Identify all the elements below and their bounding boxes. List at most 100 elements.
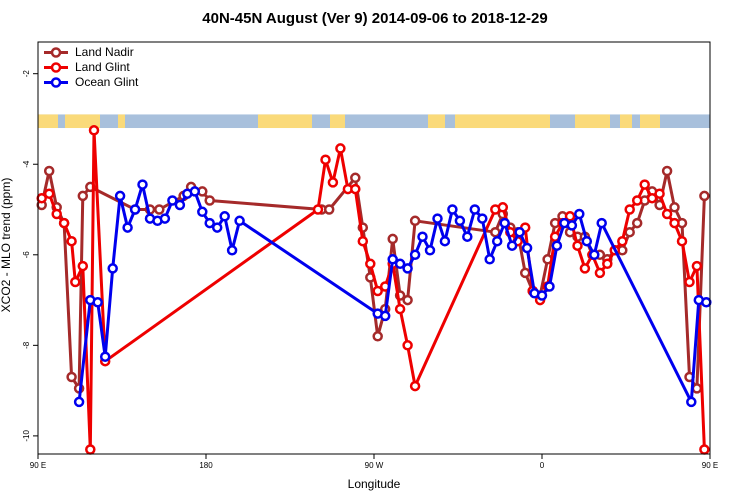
data-point-land-nadir	[372, 331, 383, 342]
data-point-land-glint	[394, 303, 406, 315]
x-tick-label: 90 E	[30, 461, 46, 470]
data-point-ocean-glint	[589, 249, 600, 261]
data-point-land-glint	[631, 195, 643, 206]
data-point-land-nadir	[519, 267, 531, 279]
series-land-glint	[36, 125, 710, 455]
data-point-ocean-glint	[73, 396, 85, 408]
data-point-land-glint	[402, 340, 413, 351]
y-tick-label: -10	[22, 430, 31, 442]
data-point-ocean-glint	[544, 281, 555, 292]
band-land-segment	[118, 114, 125, 129]
data-point-ocean-glint	[234, 215, 245, 227]
data-point-land-nadir	[154, 204, 165, 215]
data-point-ocean-glint	[122, 222, 133, 233]
data-point-ocean-glint	[596, 217, 607, 229]
data-point-ocean-glint	[92, 297, 103, 308]
data-point-ocean-glint	[219, 211, 230, 222]
y-axis-ticks: -2 -4 -6 -8 -10	[22, 70, 38, 442]
data-point-ocean-glint	[447, 204, 458, 215]
data-point-land-nadir	[699, 190, 710, 202]
band-land-segment	[65, 114, 100, 129]
data-point-ocean-glint	[439, 235, 451, 247]
data-point-land-glint	[88, 125, 100, 136]
data-point-ocean-glint	[424, 245, 436, 256]
data-point-ocean-glint	[536, 290, 548, 301]
data-point-ocean-glint	[417, 231, 428, 242]
data-point-land-glint	[691, 260, 703, 272]
data-point-land-nadir	[402, 294, 413, 306]
data-point-land-glint	[594, 267, 606, 279]
x-tick-label: 90 E	[702, 461, 718, 470]
data-point-land-nadir	[43, 165, 55, 177]
data-point-ocean-glint	[566, 220, 578, 231]
data-point-land-glint	[66, 235, 77, 247]
data-point-land-nadir	[350, 172, 361, 184]
band-land-segment	[640, 114, 660, 129]
data-point-land-nadir	[624, 226, 635, 238]
land-ocean-band	[38, 114, 710, 129]
data-point-land-glint	[669, 217, 680, 229]
plot-frame	[37, 41, 711, 455]
band-land-segment	[330, 114, 345, 129]
data-point-ocean-glint	[514, 226, 525, 238]
data-point-land-glint	[335, 143, 346, 154]
y-tick-label: -2	[22, 70, 31, 78]
data-point-ocean-glint	[491, 235, 503, 247]
y-axis-label: XCO2 - MLO trend (ppm)	[0, 177, 13, 313]
data-point-land-glint	[70, 276, 81, 288]
data-point-land-nadir	[204, 195, 215, 206]
data-point-land-glint	[654, 188, 665, 199]
data-point-land-glint	[409, 380, 421, 392]
data-point-ocean-glint	[402, 263, 413, 274]
data-point-land-nadir	[387, 233, 398, 245]
data-point-ocean-glint	[137, 179, 148, 190]
data-point-land-glint	[51, 208, 62, 220]
series-line-ocean-glint	[77, 183, 707, 404]
data-point-land-glint	[357, 235, 369, 247]
data-point-land-glint	[564, 211, 576, 222]
data-point-ocean-glint	[701, 297, 712, 308]
data-point-land-glint	[579, 263, 591, 274]
band-land-segment	[38, 114, 58, 129]
data-point-ocean-glint	[394, 258, 406, 270]
data-point-land-glint	[646, 192, 658, 204]
data-point-land-nadir	[323, 204, 335, 215]
data-point-ocean-glint	[506, 240, 518, 251]
data-point-land-nadir	[409, 215, 421, 227]
data-point-land-glint	[699, 444, 710, 455]
data-point-ocean-glint	[409, 249, 421, 261]
data-point-ocean-glint	[477, 213, 488, 224]
data-point-land-glint	[372, 285, 383, 297]
data-point-ocean-glint	[167, 195, 178, 206]
data-point-ocean-glint	[551, 240, 563, 251]
x-axis-ticks: 90 E 180 90 W 0 90 E	[30, 454, 718, 470]
data-point-land-glint	[661, 208, 673, 220]
data-point-land-glint	[327, 177, 339, 188]
data-point-ocean-glint	[204, 217, 215, 229]
data-point-land-glint	[43, 188, 55, 199]
data-point-ocean-glint	[197, 206, 208, 218]
data-point-land-glint	[58, 217, 70, 229]
data-point-ocean-glint	[521, 242, 533, 254]
y-tick-label: -4	[22, 160, 31, 168]
data-point-ocean-glint	[226, 245, 238, 256]
data-point-ocean-glint	[581, 235, 593, 247]
data-point-ocean-glint	[387, 254, 398, 265]
data-point-land-glint	[312, 204, 324, 215]
x-tick-label: 0	[540, 461, 545, 470]
x-tick-label: 90 W	[365, 461, 384, 470]
y-tick-label: -6	[22, 251, 31, 259]
data-point-land-glint	[320, 154, 331, 165]
data-point-land-glint	[365, 258, 376, 270]
series-layer	[36, 125, 712, 455]
data-point-land-glint	[624, 204, 635, 215]
data-point-land-nadir	[77, 190, 89, 202]
band-land-segment	[455, 114, 550, 129]
data-point-ocean-glint	[469, 204, 481, 215]
data-point-land-glint	[572, 240, 583, 251]
data-point-land-nadir	[691, 383, 703, 394]
data-point-land-nadir	[669, 202, 680, 213]
data-point-ocean-glint	[159, 213, 171, 224]
data-point-land-nadir	[631, 217, 643, 229]
